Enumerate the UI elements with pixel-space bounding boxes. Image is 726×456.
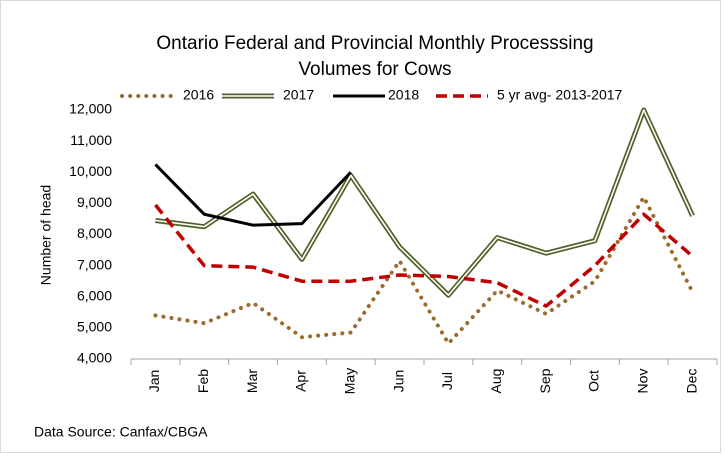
x-tick-label: Jul [439,372,455,390]
y-tick-label: 5,000 [77,319,112,335]
legend-label: 2016 [183,87,214,103]
series-line [154,203,694,308]
y-tick-label: 9,000 [77,194,112,210]
series-line [154,163,352,227]
x-tick-label: Apr [293,370,309,392]
x-tick-label: Sep [537,368,553,393]
chart-title: Ontario Federal and Provincial Monthly P… [156,33,593,54]
source-note: Data Source: Canfax/CBGA [34,424,208,440]
y-tick-label: 8,000 [77,225,112,241]
x-tick-label: Jun [390,370,406,393]
x-tick-label: May [341,368,357,394]
x-tick-label: Jan [146,370,162,393]
y-tick-label: 6,000 [77,287,112,303]
legend-label: 5 yr avg- 2013-2017 [497,87,623,103]
y-tick-label: 7,000 [77,256,112,272]
y-tick-label: 12,000 [69,101,112,117]
x-tick-label: Mar [244,369,260,393]
x-tick-label: Nov [634,369,650,394]
y-tick-label: 4,000 [77,350,112,366]
series-line-inner [155,109,694,296]
x-tick-label: Oct [586,370,602,392]
y-axis-label: Number of head [38,185,54,285]
legend-label: 2017 [283,87,314,103]
x-tick-label: Aug [488,369,504,394]
legend-label: 2018 [388,87,419,103]
y-tick-label: 11,000 [70,132,112,148]
x-tick-label: Dec [683,369,699,394]
chart-title: Volumes for Cows [298,59,451,80]
y-tick-label: 10,000 [69,163,112,179]
x-tick-label: Feb [195,369,211,393]
